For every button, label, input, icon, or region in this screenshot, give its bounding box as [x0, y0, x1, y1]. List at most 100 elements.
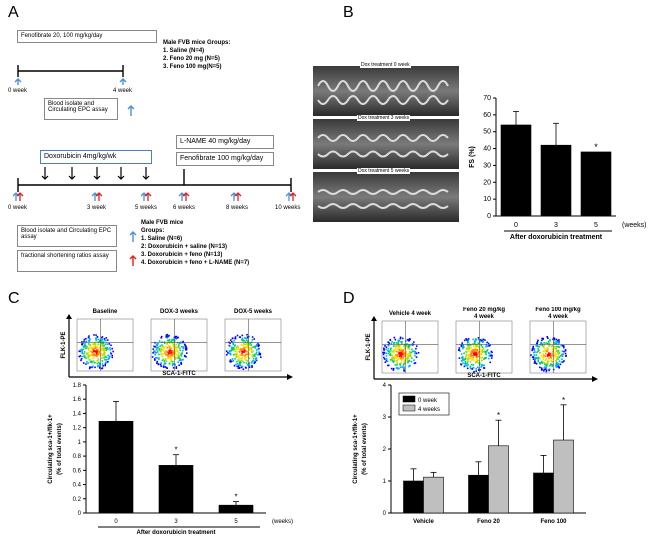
- flow-event: [477, 355, 480, 357]
- flow-event: [394, 360, 396, 362]
- flow-event: [556, 351, 559, 354]
- flow-event: [258, 351, 260, 353]
- flow-event: [478, 367, 480, 369]
- flow-event: [551, 361, 554, 363]
- flow-event: [90, 361, 93, 364]
- flow-event: [81, 350, 83, 352]
- flow-event: [406, 353, 408, 356]
- flow-event: [547, 340, 550, 343]
- flow-event: [537, 360, 540, 363]
- flow-event: [399, 336, 402, 339]
- flow-event: [167, 351, 169, 354]
- flow-event: [467, 364, 469, 366]
- flow-event: [92, 353, 95, 355]
- flow-event: [411, 357, 413, 359]
- flow-event: [94, 343, 97, 346]
- flow-event: [384, 345, 386, 347]
- flow-event: [175, 367, 178, 370]
- flow-event: [106, 343, 109, 345]
- timeline-0-week: 0 week: [8, 88, 28, 94]
- flow-event: [409, 344, 411, 346]
- flow-event: [178, 356, 180, 358]
- flow-event: [469, 347, 471, 349]
- flow-event: [555, 338, 558, 341]
- flow-event: [481, 351, 484, 354]
- flow-event: [469, 360, 472, 363]
- flow-event: [389, 349, 392, 351]
- flow-event: [551, 353, 554, 355]
- flow-event: [457, 349, 460, 351]
- flow-event: [464, 362, 467, 365]
- flow-event: [243, 349, 246, 352]
- flow-event: [103, 352, 105, 354]
- flow-event: [88, 343, 90, 345]
- y-tick-label: 10: [483, 196, 491, 203]
- flow-event: [414, 362, 417, 364]
- flow-event: [540, 341, 542, 344]
- tick-6-weeks: 6 weeks: [173, 205, 196, 211]
- flow-event: [550, 357, 552, 359]
- flow-event: [90, 347, 92, 349]
- flow-plot-title: 4 week: [474, 314, 494, 320]
- flow-event: [80, 357, 83, 360]
- flow-event: [398, 346, 400, 349]
- flow-event: [473, 370, 475, 373]
- flow-event: [562, 361, 564, 363]
- flow-event: [166, 343, 168, 345]
- flow-event: [553, 354, 555, 356]
- flow-event: [171, 355, 174, 357]
- flow-event: [82, 362, 85, 364]
- flow-event: [81, 348, 83, 351]
- flow-event: [462, 357, 464, 359]
- flow-event: [480, 349, 483, 352]
- flow-event: [254, 357, 257, 360]
- flow-event: [163, 342, 166, 344]
- flow-event: [539, 343, 542, 346]
- flow-event: [548, 357, 550, 360]
- flow-event: [546, 347, 548, 350]
- flow-event: [391, 359, 394, 362]
- flow-event: [174, 356, 177, 359]
- flow-event: [247, 353, 249, 356]
- flow-event: [234, 353, 237, 355]
- flow-x-axis-label: SCA-1-FITC: [467, 373, 501, 379]
- flow-event: [532, 346, 534, 349]
- flow-event: [101, 354, 103, 356]
- flow-event: [407, 339, 410, 341]
- flow-event: [409, 352, 411, 355]
- echo-label-3: Dox treatment 3 weeks: [357, 115, 411, 121]
- flow-event: [472, 352, 475, 355]
- flow-event: [534, 362, 537, 364]
- flow-event: [472, 364, 475, 366]
- flow-event: [398, 344, 401, 347]
- flow-event: [82, 348, 85, 351]
- flow-event: [396, 362, 399, 364]
- flow-event: [475, 370, 478, 372]
- flow-event: [397, 354, 399, 356]
- flow-event: [83, 340, 85, 343]
- flow-event: [238, 354, 241, 357]
- flow-event: [531, 348, 534, 350]
- flow-event: [244, 343, 246, 346]
- flow-event: [465, 354, 468, 356]
- flow-event: [557, 353, 560, 356]
- flow-event: [85, 341, 87, 343]
- flow-event: [232, 343, 235, 346]
- flow-event: [551, 363, 554, 366]
- flow-event: [536, 342, 538, 345]
- flow-event: [472, 366, 475, 369]
- flow-event: [392, 351, 395, 354]
- flow-event: [460, 344, 463, 346]
- flow-event: [466, 367, 469, 370]
- x-tick-label: Vehicle: [413, 519, 434, 525]
- flow-event: [170, 359, 173, 362]
- flow-event: [557, 362, 560, 365]
- flow-event: [468, 348, 471, 351]
- epc-bar-chart-doxo: 0 0.2 0.4 0.6 0.8 1 1.2 1.4 1.6 1.8 0 * 3 * 5 (weeks) Af…: [48, 383, 293, 536]
- y-tick-label: 0: [383, 511, 387, 517]
- flow-event: [248, 364, 251, 367]
- flow-event: [250, 344, 252, 346]
- flow-event: [165, 353, 168, 356]
- flow-event: [554, 352, 557, 355]
- flow-event: [166, 347, 169, 349]
